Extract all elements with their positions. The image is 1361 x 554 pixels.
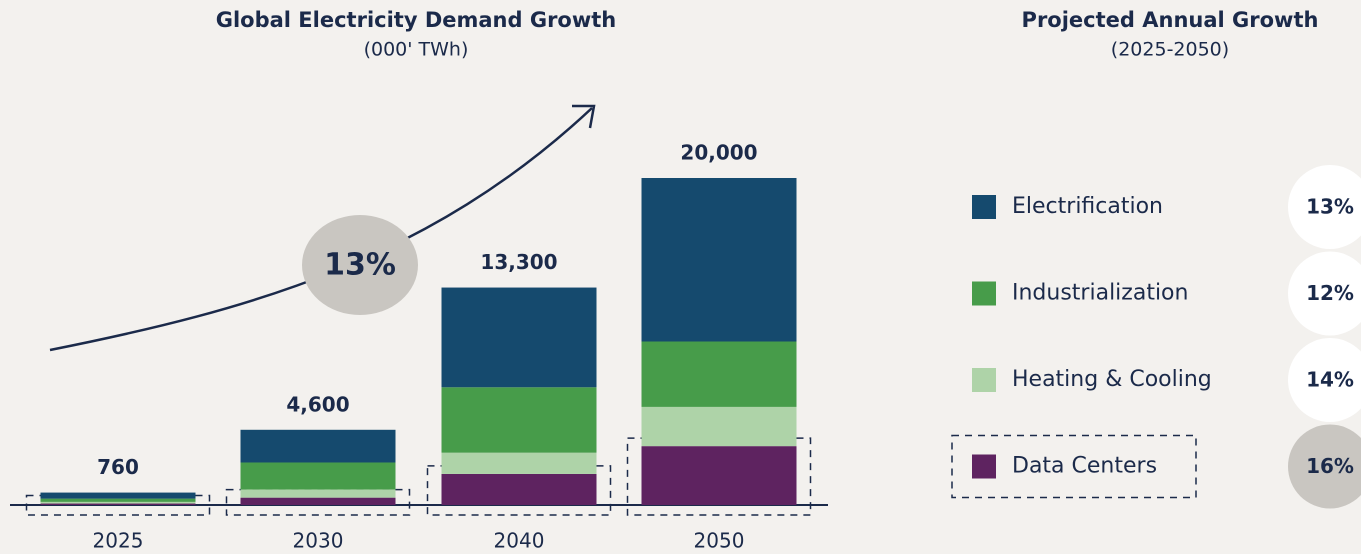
bar-segment <box>441 287 597 388</box>
total-label: 20,000 <box>680 141 757 165</box>
bar-segment <box>40 492 196 499</box>
growth-label: 12% <box>1306 281 1354 305</box>
total-label: 13,300 <box>480 250 557 274</box>
growth-bubble <box>1288 424 1361 509</box>
legend-swatch <box>972 368 996 392</box>
growth-label: 14% <box>1306 368 1354 392</box>
bar-segment <box>441 452 597 474</box>
legend-swatch <box>972 195 996 219</box>
bar-segment <box>641 341 797 407</box>
bar-segment <box>641 446 797 505</box>
growth-label: 16% <box>1306 454 1354 478</box>
legend-label: Data Centers <box>1012 454 1157 479</box>
bar-segment <box>40 498 196 502</box>
legend-label: Electrification <box>1012 194 1163 219</box>
chart-subtitle: (000' TWh) <box>364 39 469 61</box>
legend-label: Industrialization <box>1012 281 1188 306</box>
x-tick-label: 2025 <box>93 529 144 553</box>
legend-highlight <box>951 434 1197 499</box>
cagr-bubble <box>302 215 418 315</box>
bar-segment <box>240 429 396 463</box>
total-label: 4,600 <box>286 392 349 416</box>
x-tick-label: 2030 <box>293 529 344 553</box>
bar-segment <box>441 387 597 453</box>
bar-segment <box>641 406 797 447</box>
bar-segment <box>240 462 396 490</box>
chart-title: Global Electricity Demand Growth <box>216 8 617 32</box>
legend-swatch <box>972 454 996 479</box>
growth-label: 13% <box>1306 195 1354 219</box>
bar-segment <box>240 489 396 498</box>
legend-label: Heating & Cooling <box>1012 367 1212 392</box>
x-tick-label: 2040 <box>494 529 545 553</box>
legend-subtitle: (2025-2050) <box>1111 39 1229 61</box>
growth-bubble <box>1288 165 1361 249</box>
legend-swatch <box>972 281 996 306</box>
total-label: 760 <box>97 455 139 479</box>
bar-segment <box>240 497 396 505</box>
legend-title: Projected Annual Growth <box>1022 8 1319 32</box>
bar-segment <box>40 501 196 504</box>
growth-bubble <box>1288 338 1361 422</box>
cagr-label: 13% <box>324 248 396 283</box>
bar-segment <box>441 473 597 505</box>
arrow-head <box>572 104 596 129</box>
bar-segment <box>40 503 196 505</box>
bar-segment <box>641 178 797 342</box>
x-tick-label: 2050 <box>694 529 745 553</box>
growth-bubble <box>1288 251 1361 336</box>
